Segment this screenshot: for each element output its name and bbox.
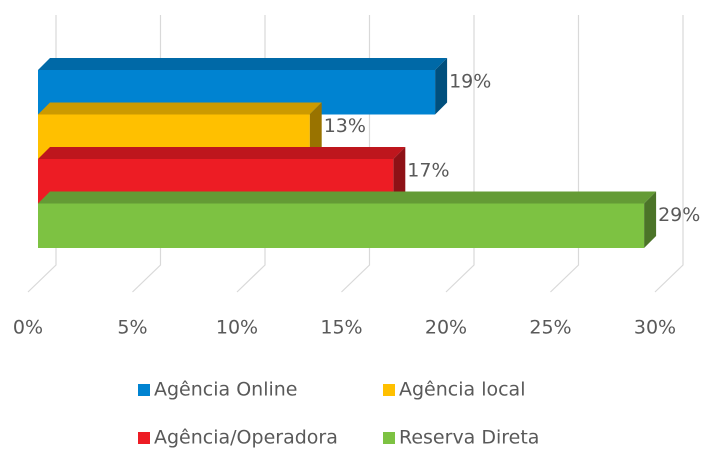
- legend-swatch: [138, 384, 150, 396]
- x-tick-label: 25%: [529, 317, 571, 339]
- data-label: 29%: [658, 204, 700, 226]
- bar-side: [644, 191, 657, 248]
- bar-top: [38, 191, 657, 204]
- bar-top: [38, 58, 448, 70]
- data-label: 19%: [449, 71, 491, 93]
- legend-label: Agência local: [399, 379, 525, 401]
- legend-label: Agência Online: [154, 379, 297, 401]
- bar-top: [38, 147, 406, 159]
- x-tick-label: 20%: [425, 317, 467, 339]
- bar-side: [309, 102, 322, 159]
- x-tick-label: 30%: [634, 317, 676, 339]
- bar-side: [435, 58, 448, 115]
- bar-side: [393, 147, 406, 204]
- grid-line: [550, 15, 580, 293]
- x-tick-label: 0%: [13, 317, 43, 339]
- legend-swatch: [383, 384, 395, 396]
- legend-swatch: [383, 432, 395, 444]
- x-tick-label: 10%: [216, 317, 258, 339]
- legend-label: Reserva Direta: [399, 427, 539, 449]
- grid-line: [445, 15, 475, 293]
- data-label: 13%: [324, 115, 366, 137]
- data-label: 17%: [407, 160, 449, 182]
- legend-swatch: [138, 432, 150, 444]
- x-tick-label: 5%: [117, 317, 147, 339]
- legend-label: Agência/Operadora: [154, 427, 338, 449]
- bar: [38, 203, 645, 248]
- x-tick-label: 15%: [320, 317, 362, 339]
- bar-top: [38, 102, 322, 115]
- grid-line: [654, 15, 684, 293]
